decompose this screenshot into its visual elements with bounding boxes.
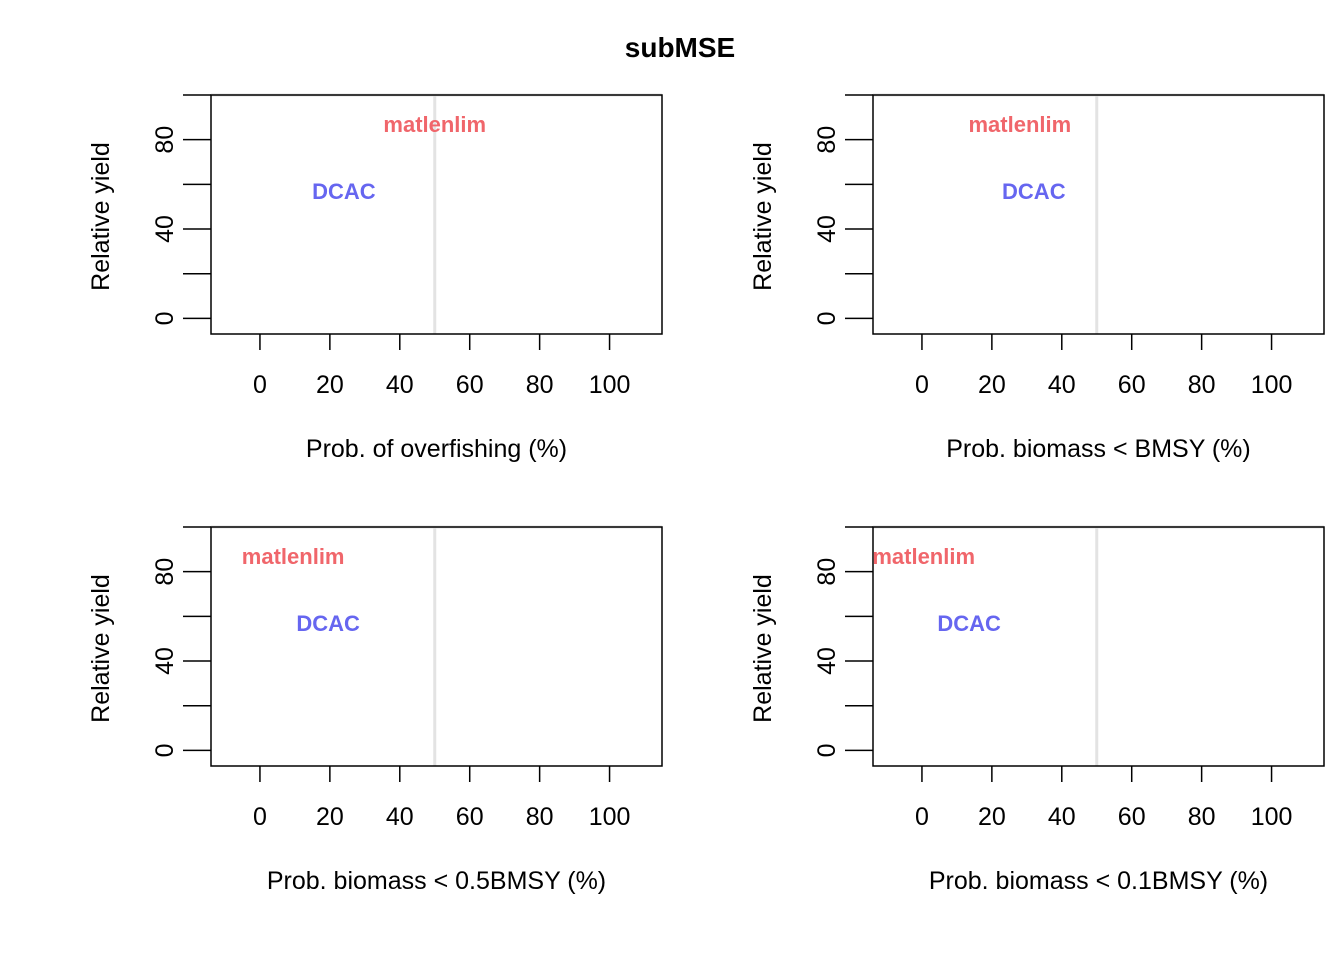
y-tick-label: 80	[151, 558, 179, 586]
point-label-matlenlim: matlenlim	[968, 112, 1071, 137]
y-tick-label: 80	[151, 126, 179, 154]
x-tick-label: 60	[456, 803, 484, 831]
y-tick-label: 0	[813, 311, 841, 325]
panel-1: 0 20 40 60 80 100 0 40 80 Prob. of overfishing (%…	[87, 93, 663, 463]
point-label-dcac: DCAC	[1002, 179, 1066, 204]
x-tick-label: 20	[978, 803, 1006, 831]
plot-frame	[210, 526, 663, 767]
point-label-matlenlim: matlenlim	[242, 544, 345, 569]
plot-frame	[872, 526, 1325, 767]
y-axis-label: Relative yield	[749, 142, 777, 291]
x-tick-label: 80	[526, 803, 554, 831]
y-tick-label: 40	[151, 647, 179, 675]
x-tick-label: 40	[1048, 371, 1076, 399]
x-tick-label: 60	[1118, 803, 1146, 831]
panel-4: 0 20 40 60 80 100 0 40 80 Prob. biomass < 0.1BMSY…	[749, 525, 1325, 895]
x-axis-label: Prob. biomass < 0.1BMSY (%)	[929, 867, 1268, 895]
x-tick-label: 20	[978, 371, 1006, 399]
x-tick-label: 40	[386, 371, 414, 399]
y-tick-label: 40	[151, 215, 179, 243]
x-axis-label: Prob. biomass < BMSY (%)	[946, 435, 1251, 463]
y-axis-label: Relative yield	[749, 574, 777, 723]
panel-3: 0 20 40 60 80 100 0 40 80 Prob. biomass < 0.5BMSY…	[87, 525, 663, 895]
x-tick-label: 40	[386, 803, 414, 831]
y-axis-label: Relative yield	[87, 142, 115, 291]
y-tick-label: 0	[151, 311, 179, 325]
x-tick-label: 100	[589, 803, 631, 831]
point-label-matlenlim: matlenlim	[872, 544, 975, 569]
y-tick-label: 80	[813, 558, 841, 586]
x-tick-label: 60	[1118, 371, 1146, 399]
y-tick-label: 40	[813, 647, 841, 675]
x-tick-label: 20	[316, 803, 344, 831]
x-tick-label: 40	[1048, 803, 1076, 831]
x-tick-label: 0	[253, 803, 267, 831]
x-tick-label: 0	[915, 803, 929, 831]
plot-frame	[872, 94, 1325, 335]
plot-frame	[210, 94, 663, 335]
x-tick-label: 100	[1251, 371, 1293, 399]
y-tick-label: 40	[813, 215, 841, 243]
point-label-matlenlim: matlenlim	[383, 112, 486, 137]
x-tick-label: 80	[526, 371, 554, 399]
x-tick-label: 100	[589, 371, 631, 399]
x-tick-label: 0	[915, 371, 929, 399]
point-label-dcac: DCAC	[296, 611, 360, 636]
x-tick-label: 80	[1188, 803, 1216, 831]
x-axis-label: Prob. of overfishing (%)	[306, 435, 567, 463]
x-tick-label: 60	[456, 371, 484, 399]
x-tick-label: 0	[253, 371, 267, 399]
x-axis-label: Prob. biomass < 0.5BMSY (%)	[267, 867, 606, 895]
figure-title: subMSE	[624, 32, 736, 63]
x-tick-label: 100	[1251, 803, 1293, 831]
y-tick-label: 80	[813, 126, 841, 154]
x-tick-label: 80	[1188, 371, 1216, 399]
point-label-dcac: DCAC	[312, 179, 376, 204]
y-axis-label: Relative yield	[87, 574, 115, 723]
y-tick-label: 0	[813, 743, 841, 757]
y-tick-label: 0	[151, 743, 179, 757]
x-tick-label: 20	[316, 371, 344, 399]
point-label-dcac: DCAC	[937, 611, 1001, 636]
panel-2: 0 20 40 60 80 100 0 40 80 Prob. biomass < BMSY (%…	[749, 93, 1325, 463]
